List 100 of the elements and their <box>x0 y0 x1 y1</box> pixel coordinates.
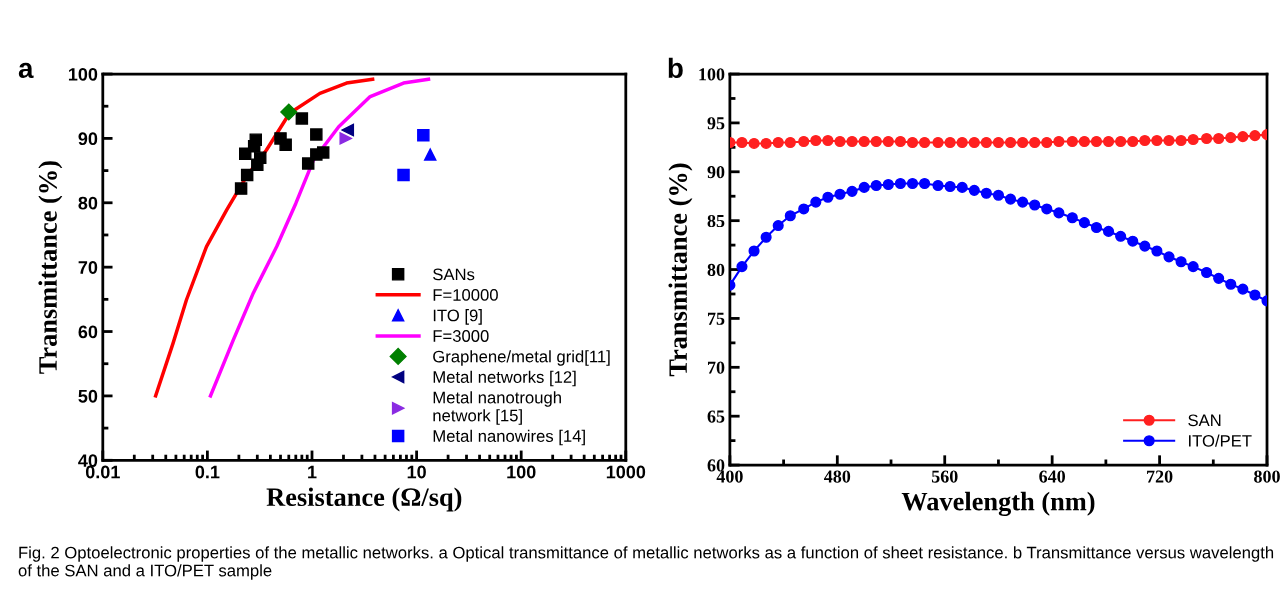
x-tick-label: 1000 <box>606 465 646 479</box>
point <box>1115 135 1127 148</box>
x-tick-label: 100 <box>507 465 536 479</box>
point <box>772 219 784 232</box>
chart-title: a <box>18 62 34 79</box>
point <box>760 231 772 243</box>
point <box>980 136 992 149</box>
point <box>1115 230 1127 242</box>
legend-label: Metal networks [12] <box>433 370 576 387</box>
point <box>1139 240 1151 252</box>
point <box>1237 131 1249 143</box>
point <box>1127 135 1139 148</box>
point <box>1249 289 1261 301</box>
point <box>906 136 919 149</box>
point <box>1225 132 1237 144</box>
y-tick-label: 60 <box>78 325 98 339</box>
point <box>1041 203 1053 215</box>
point <box>736 136 748 149</box>
point <box>956 181 968 193</box>
legend-label: SAN <box>1188 414 1221 427</box>
point <box>932 179 944 192</box>
point <box>834 135 846 148</box>
point <box>784 210 796 222</box>
point <box>798 135 810 148</box>
point <box>919 136 931 149</box>
y-tick-label: 95 <box>707 117 725 130</box>
point <box>1066 212 1078 224</box>
point <box>1213 272 1225 284</box>
x-tick-label: 560 <box>931 470 958 483</box>
y-tick-label: 100 <box>68 67 98 81</box>
x-tick-label: 10 <box>407 465 426 479</box>
y-tick-label: 100 <box>699 68 725 81</box>
point <box>1029 136 1041 149</box>
point <box>956 136 968 149</box>
point <box>772 136 784 149</box>
point <box>992 136 1005 149</box>
x-tick-label: 480 <box>824 470 851 483</box>
x-tick-label: 720 <box>1147 470 1173 483</box>
point <box>1201 266 1213 279</box>
point <box>894 135 906 148</box>
point <box>980 187 992 199</box>
point <box>1017 196 1029 208</box>
point <box>760 137 772 149</box>
point <box>968 184 980 196</box>
legend-label: F=10000 <box>433 289 498 301</box>
point <box>858 181 870 193</box>
y-tick-label: 50 <box>78 389 98 403</box>
point <box>1090 135 1103 148</box>
point <box>1004 193 1017 205</box>
point <box>1127 235 1139 247</box>
point <box>1163 134 1175 147</box>
point <box>992 189 1005 201</box>
point <box>1004 136 1017 149</box>
x-axis-title: Wavelength (nm) <box>901 491 1095 516</box>
point <box>1103 225 1115 237</box>
point <box>882 178 894 191</box>
y-tick-label: 80 <box>78 196 98 210</box>
chart-title: b <box>668 57 683 79</box>
point <box>1078 217 1090 229</box>
point <box>894 177 906 190</box>
legend-label: SANs <box>433 268 475 281</box>
y-tick-label: 65 <box>707 410 725 423</box>
legend-label: ITO [9] <box>433 309 482 325</box>
point <box>810 196 822 208</box>
y-tick-label: 90 <box>707 166 725 179</box>
point <box>882 135 894 148</box>
y-tick-label: 90 <box>78 132 98 146</box>
point <box>1151 134 1163 147</box>
y-tick-label: 60 <box>707 459 725 472</box>
y-axis-title: Transmittance (%) <box>668 163 693 377</box>
point <box>748 137 760 149</box>
point <box>1041 136 1053 149</box>
y-tick-label: 40 <box>78 454 98 468</box>
point <box>1237 283 1249 295</box>
x-tick-label: 400 <box>716 470 743 483</box>
point <box>784 136 796 149</box>
point <box>1213 132 1225 145</box>
point <box>846 185 858 197</box>
point <box>834 188 846 200</box>
x-tick-label: 1 <box>308 465 317 479</box>
point <box>906 177 919 190</box>
point <box>748 245 760 257</box>
point <box>1139 134 1151 147</box>
point <box>944 136 956 149</box>
point <box>1225 278 1237 290</box>
x-axis-title: Resistance (Ω/sq) <box>266 487 462 512</box>
legend-label: Metal nanowires [14] <box>433 429 585 446</box>
legend-label: F=3000 <box>433 330 489 342</box>
point <box>1249 130 1261 142</box>
point <box>736 261 748 273</box>
legend-label: ITO/PET <box>1189 434 1252 447</box>
point <box>919 177 931 190</box>
x-tick-label: 0.01 <box>85 465 120 479</box>
x-tick-label: 640 <box>1039 470 1066 483</box>
y-tick-label: 85 <box>707 214 725 228</box>
point <box>858 135 870 148</box>
point <box>932 136 944 149</box>
x-tick-label: 0.1 <box>195 465 220 479</box>
point <box>1017 136 1029 149</box>
point <box>1066 135 1078 148</box>
